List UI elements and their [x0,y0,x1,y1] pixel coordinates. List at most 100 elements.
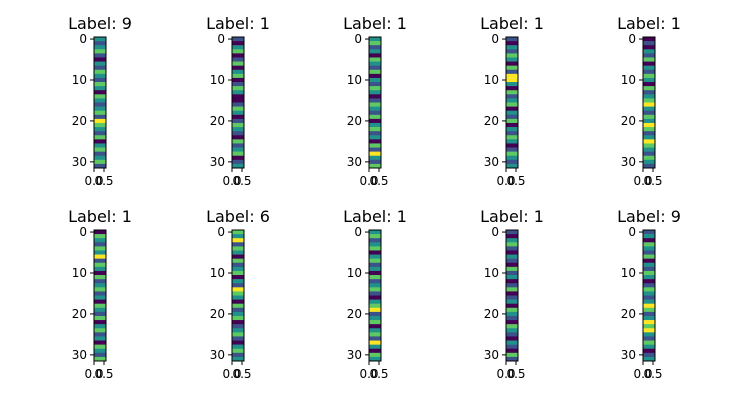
heatmap-cell [232,291,244,296]
heatmap-cell [643,254,655,259]
heatmap-cell [506,230,518,235]
x-tick-label: 0.5 [643,174,662,188]
panel-title: Label: 6 [206,207,270,226]
heatmap-cell [643,246,655,251]
heatmap-cell [232,270,244,276]
heatmap-cell [94,287,106,292]
heatmap-cell [94,135,106,140]
heatmap-panel: Label: 90 10 20 30 0.00.5 [68,14,132,188]
heatmap-cell [643,143,655,148]
panel-frame [93,36,107,169]
heatmap-cell [506,234,518,239]
heatmap-cell [232,234,244,239]
x-tick-label: 0.0 [222,367,241,381]
heatmap-cell [643,303,655,309]
heatmap-cell [643,356,655,362]
heatmap-cell [506,90,518,95]
heatmap-cell [369,299,381,304]
heatmap-cell [232,159,244,165]
heatmap-cell [232,283,244,288]
heatmap-cell [643,238,655,243]
heatmap-cell [369,151,381,157]
heatmap-cell [94,238,106,243]
heatmap-cell [643,41,655,46]
heatmap-panel: Label: 10 10 20 30 0.00.5 [617,14,681,188]
heatmap-cell [232,356,244,362]
panel-title: Label: 1 [617,14,681,33]
heatmap-cell [506,82,518,87]
panel-frame [93,229,107,362]
heatmap-cell [506,73,518,79]
heatmap-cell [643,102,655,107]
heatmap-cell [94,57,106,62]
y-tick-label: 0 [79,32,87,46]
heatmap-cell [94,151,106,157]
panel-frame [505,36,519,169]
heatmap-cell [643,155,655,161]
heatmap-cell [369,283,381,288]
heatmap-cell [232,258,244,264]
heatmap-cell [94,69,106,75]
x-tick-label: 0.0 [633,367,652,381]
heatmap-cell [94,73,106,79]
y-tick-label: 10 [72,73,87,87]
heatmap-cell [643,258,655,264]
heatmap-cell [94,242,106,247]
heatmap-cell [643,324,655,329]
heatmap-cell [232,311,244,317]
y-tick-label: 20 [210,307,225,321]
heatmap-cell [94,332,106,337]
y-tick-label: 0 [628,225,636,239]
heatmap-cell [506,45,518,50]
heatmap-cell [506,291,518,296]
panel-frame [642,36,656,169]
panel-title: Label: 1 [480,14,544,33]
heatmap-cell [94,49,106,54]
heatmap-cell [94,279,106,284]
heatmap-cell [506,262,518,268]
x-tick-label: 0.0 [496,174,515,188]
heatmap-cell [232,110,244,116]
heatmap-cell [369,336,381,341]
heatmap-cell [94,45,106,50]
x-tick-label: 0.5 [506,367,525,381]
heatmap-cell [643,315,655,321]
heatmap-cell [232,250,244,255]
heatmap-cell [232,143,244,148]
y-tick-label: 20 [72,114,87,128]
heatmap-cell [369,270,381,276]
heatmap-cell [506,275,518,280]
y-tick-label: 0 [354,225,362,239]
heatmap-cell [94,90,106,95]
heatmap-cell [369,230,381,235]
heatmap-cell [506,352,518,358]
heatmap-cell [506,131,518,136]
y-tick-label: 20 [210,114,225,128]
heatmap-cell [643,82,655,87]
heatmap-cell [94,234,106,239]
heatmap-cell [369,86,381,91]
heatmap-cell [232,230,244,235]
heatmap-cell [369,106,381,111]
x-tick-label: 0.5 [94,174,113,188]
heatmap-cell [232,315,244,321]
heatmap-cell [506,336,518,341]
heatmap-cell [506,254,518,259]
heatmap-cell [643,291,655,296]
heatmap-cell [643,122,655,128]
heatmap-cell [369,45,381,50]
x-tick-label: 0.0 [84,174,103,188]
heatmap-cell [369,311,381,317]
heatmap-cell [232,352,244,358]
heatmap-cell [94,352,106,358]
heatmap-cell [369,356,381,362]
heatmap-cell [94,86,106,91]
heatmap-cell [232,41,244,46]
heatmap-cell [232,77,244,83]
heatmap-cell [232,122,244,128]
heatmap-cell [369,69,381,75]
heatmap-cell [369,102,381,107]
heatmap-cell [94,127,106,132]
heatmap-cell [506,86,518,91]
